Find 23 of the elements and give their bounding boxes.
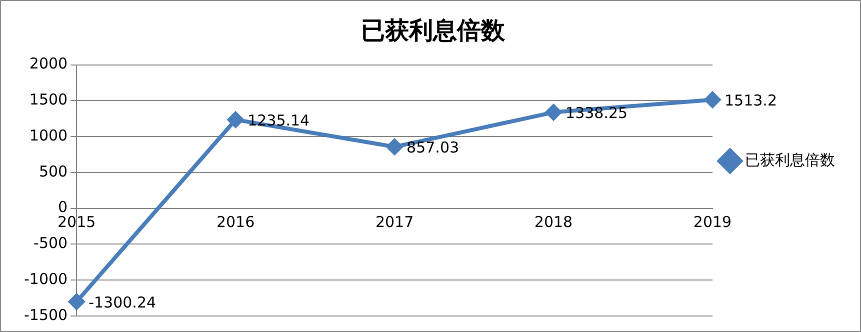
point xyxy=(546,104,562,120)
data-label: 857.03 xyxy=(406,138,460,157)
x-tick-label: 2018 xyxy=(534,213,573,232)
point xyxy=(228,112,244,128)
data-label: 1235.14 xyxy=(248,112,310,130)
y-tick-label: 1500 xyxy=(29,90,68,109)
legend-label: 已获利息倍数 xyxy=(745,150,835,169)
point xyxy=(704,92,720,108)
y-tick-label: -1500 xyxy=(24,306,68,324)
data-label: -1300.24 xyxy=(88,294,156,312)
data-label: 1513.2 xyxy=(724,92,777,110)
y-tick-label: 2000 xyxy=(29,54,68,73)
point xyxy=(68,294,85,310)
x-tick-label: 2017 xyxy=(375,213,414,232)
x-tick-label: 2016 xyxy=(216,213,255,232)
chart-title: 已获利息倍数 xyxy=(361,16,506,45)
x-tick-label: 2019 xyxy=(693,213,732,232)
y-tick-label: 500 xyxy=(38,162,68,180)
data-label: 1338.25 xyxy=(566,104,628,122)
y-tick-label: -1000 xyxy=(24,270,68,288)
point xyxy=(386,138,403,155)
y-tick-label: 1000 xyxy=(29,126,68,144)
y-tick-label: -500 xyxy=(34,234,68,252)
